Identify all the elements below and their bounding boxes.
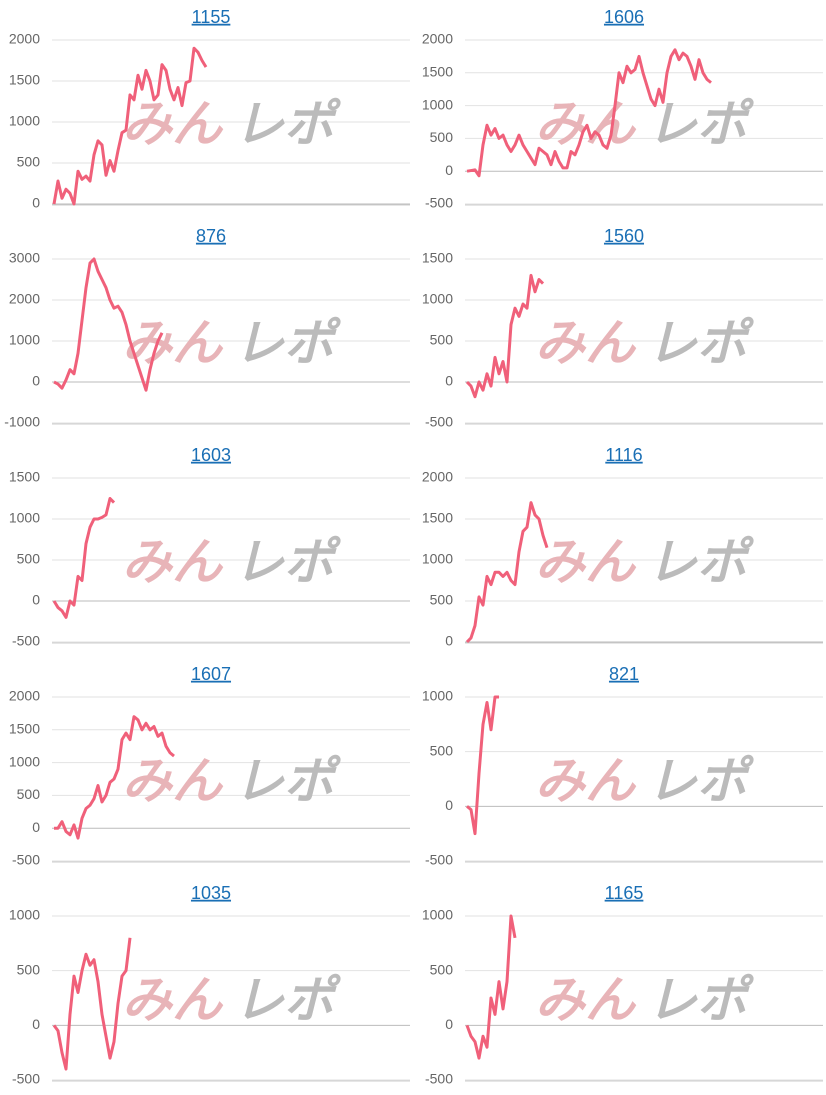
watermark: レポ [647,96,755,152]
watermark: みん [535,534,637,590]
y-tick-label: 2000 [422,31,453,47]
y-tick-label: 0 [32,592,40,608]
data-line [52,46,208,206]
y-tick-label: 1000 [9,510,40,526]
chart-title[interactable]: 821 [609,664,639,684]
watermark: みん [122,96,224,152]
y-tick-label: 1000 [422,291,453,307]
data-line [465,501,549,644]
y-tick-label: 1500 [9,721,40,737]
chart-title[interactable]: 876 [196,226,226,246]
watermark: みん [122,315,224,371]
watermark: みん [122,534,224,590]
y-tick-label: 500 [17,154,41,170]
watermark: レポ [647,972,755,1028]
y-tick-label: -500 [425,852,453,868]
y-tick-label: 1000 [422,551,453,567]
y-tick-label: 1500 [422,250,453,266]
y-tick-label: 500 [17,961,41,977]
chart-title[interactable]: 1155 [192,7,231,27]
watermark: みん [535,972,637,1028]
data-line [465,273,545,399]
y-tick-label: 1500 [9,72,40,88]
y-tick-label: 1000 [9,753,40,769]
data-line [52,937,132,1071]
watermark: みん [535,315,637,371]
y-tick-label: 1000 [9,113,40,129]
y-tick-label: 500 [430,961,454,977]
y-tick-label: 500 [17,786,41,802]
y-tick-label: -500 [425,195,453,211]
y-tick-label: 1000 [422,96,453,112]
y-tick-label: 1000 [9,332,40,348]
watermark: レポ [234,753,342,809]
watermark: レポ [234,96,342,152]
y-tick-label: -500 [425,1071,453,1087]
y-tick-label: 2000 [9,31,40,47]
watermark: レポ [647,315,755,371]
watermark: みん [122,972,224,1028]
y-tick-label: 0 [445,373,453,389]
data-line [466,695,499,836]
y-tick-label: 500 [430,129,454,145]
y-tick-label: 3000 [9,250,40,266]
y-tick-label: 500 [430,332,454,348]
chart-title[interactable]: 1607 [191,664,231,684]
data-line [52,497,116,619]
y-tick-label: 2000 [9,688,40,704]
y-tick-label: 1000 [422,688,453,704]
y-tick-label: 500 [430,592,454,608]
data-line [465,914,517,1060]
watermark: レポ [234,315,342,371]
chart-title[interactable]: 1035 [191,883,231,903]
y-tick-label: 0 [445,633,453,649]
y-tick-label: 0 [32,373,40,389]
watermark: レポ [647,753,755,809]
chart-title[interactable]: 1116 [605,445,642,465]
data-line [54,715,175,840]
y-tick-label: 2000 [9,291,40,307]
chart-title[interactable]: 1606 [604,7,644,27]
y-tick-label: -500 [12,852,40,868]
y-tick-label: 1000 [9,907,40,923]
y-tick-label: 1500 [422,64,453,80]
watermark: レポ [234,534,342,590]
y-tick-label: -1000 [4,414,40,430]
y-tick-label: -500 [425,414,453,430]
y-tick-label: 0 [445,1016,453,1032]
data-line [53,257,164,392]
watermark: レポ [647,534,755,590]
chart-title[interactable]: 1165 [605,883,644,903]
y-tick-label: 0 [445,797,453,813]
y-tick-label: 1000 [422,907,453,923]
y-tick-label: 1500 [9,469,40,485]
data-line [466,48,712,178]
y-tick-label: -500 [12,1071,40,1087]
y-tick-label: 0 [32,1016,40,1032]
y-tick-label: -500 [12,633,40,649]
chart-title[interactable]: 1603 [191,445,231,465]
y-tick-label: 2000 [422,469,453,485]
watermark: みん [122,753,224,809]
y-tick-label: 500 [17,551,41,567]
y-tick-label: 0 [445,162,453,178]
y-tick-label: 500 [430,742,454,758]
y-tick-label: 0 [32,819,40,835]
watermark: みん [535,753,637,809]
y-tick-label: 0 [32,195,40,211]
watermark: レポ [234,972,342,1028]
y-tick-label: 1500 [422,510,453,526]
chart-title[interactable]: 1560 [604,226,644,246]
